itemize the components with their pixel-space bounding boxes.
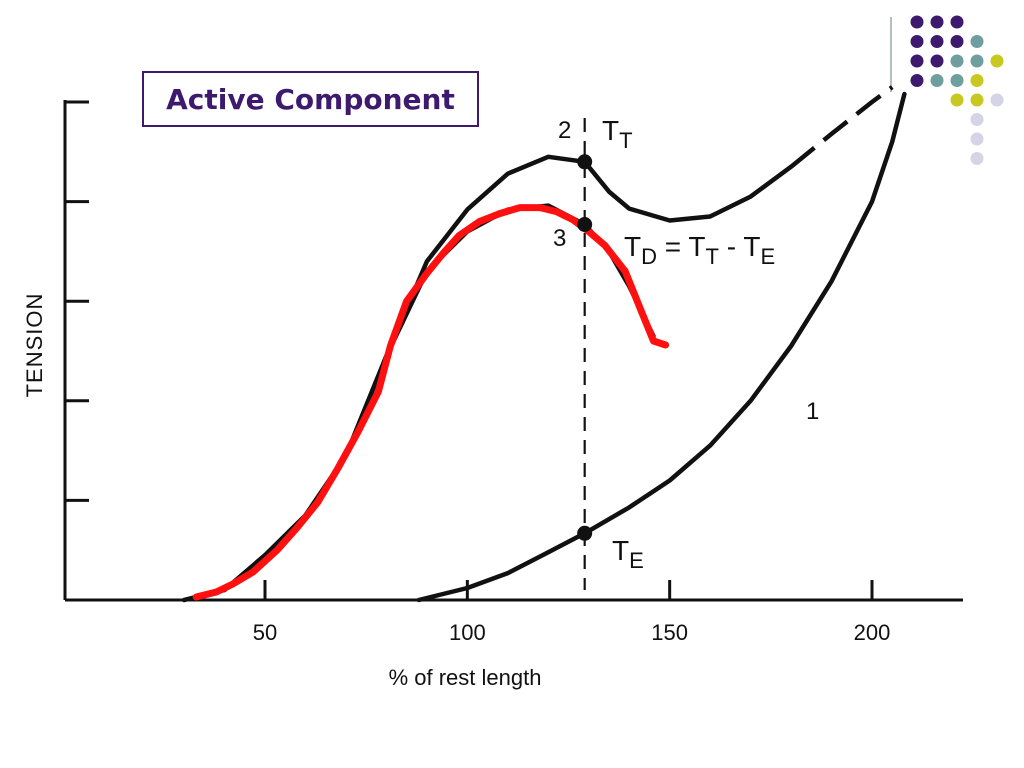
x-axis-title: % of rest length — [389, 665, 542, 690]
decorative-dot — [910, 54, 924, 68]
td-eq-subscript2: E — [760, 244, 775, 269]
td-label-subscript: D — [641, 244, 657, 269]
x-tick-label: 100 — [449, 620, 486, 645]
decorative-dot — [910, 35, 924, 48]
decorative-dot — [970, 35, 984, 48]
decorative-dot — [910, 15, 924, 29]
decorative-dot — [950, 54, 964, 68]
series-line-total-tension-dashed — [789, 85, 894, 169]
decorative-dot — [970, 54, 984, 68]
td-number-label: 3 — [553, 225, 566, 252]
te-label-subscript: E — [629, 548, 644, 573]
chart: 50 100 150 200 2 3 1 TT TD = TT - TE TE % o… — [22, 85, 963, 690]
tt-label-subscript: T — [619, 128, 632, 153]
title-box: Active Component — [142, 71, 479, 127]
decorative-dot — [970, 132, 984, 146]
decorative-dot — [930, 15, 944, 29]
x-tick-label: 200 — [854, 620, 891, 645]
x-tick-label: 50 — [253, 620, 277, 645]
y-axis-ticks — [65, 100, 89, 502]
td-eq-subscript1: T — [706, 244, 719, 269]
point-t-e — [577, 525, 593, 541]
decorative-dot — [910, 74, 924, 87]
decorative-dot — [970, 152, 984, 165]
te-label-main: T — [612, 535, 629, 566]
decorative-dot-grid — [910, 15, 1004, 165]
te-curve-number-label: 1 — [806, 398, 819, 425]
x-axis-ticks: 50 100 150 200 — [253, 580, 891, 645]
tt-label: TT — [602, 115, 633, 153]
series-line-elastic-tension — [416, 91, 907, 603]
td-equation-label: TD = TT - TE — [624, 231, 775, 269]
x-tick-label: 150 — [651, 620, 688, 645]
series-line-active-component — [192, 204, 670, 601]
tt-number-label: 2 — [558, 117, 571, 144]
points-layer — [577, 154, 593, 541]
point-t-t — [577, 154, 593, 170]
slide-title: Active Component — [166, 82, 455, 116]
td-eq-part1: = T — [657, 231, 706, 262]
decorative-dot — [930, 74, 944, 87]
te-label: TE — [612, 535, 644, 573]
decorative-dot — [930, 35, 944, 48]
decorative-dot — [990, 54, 1004, 68]
decorative-dot — [930, 54, 944, 68]
y-axis-title: TENSION — [22, 293, 47, 398]
series-layer — [181, 85, 907, 603]
decorative-dot — [970, 113, 984, 126]
point-t-d — [577, 217, 593, 233]
decorative-dot — [970, 93, 984, 107]
td-label-main: T — [624, 231, 641, 262]
x-axis: 50 100 150 200 — [65, 580, 963, 645]
decorative-dot — [990, 93, 1004, 107]
y-axis — [63, 100, 89, 600]
tt-label-main: T — [602, 115, 619, 146]
decorative-dot — [970, 74, 984, 87]
td-eq-minus: - T — [719, 231, 760, 262]
decorative-dot — [950, 74, 964, 87]
decorative-dot — [950, 15, 964, 29]
decorative-dot — [950, 93, 964, 107]
decorative-dot — [950, 35, 964, 48]
chart-background — [18, 92, 968, 696]
